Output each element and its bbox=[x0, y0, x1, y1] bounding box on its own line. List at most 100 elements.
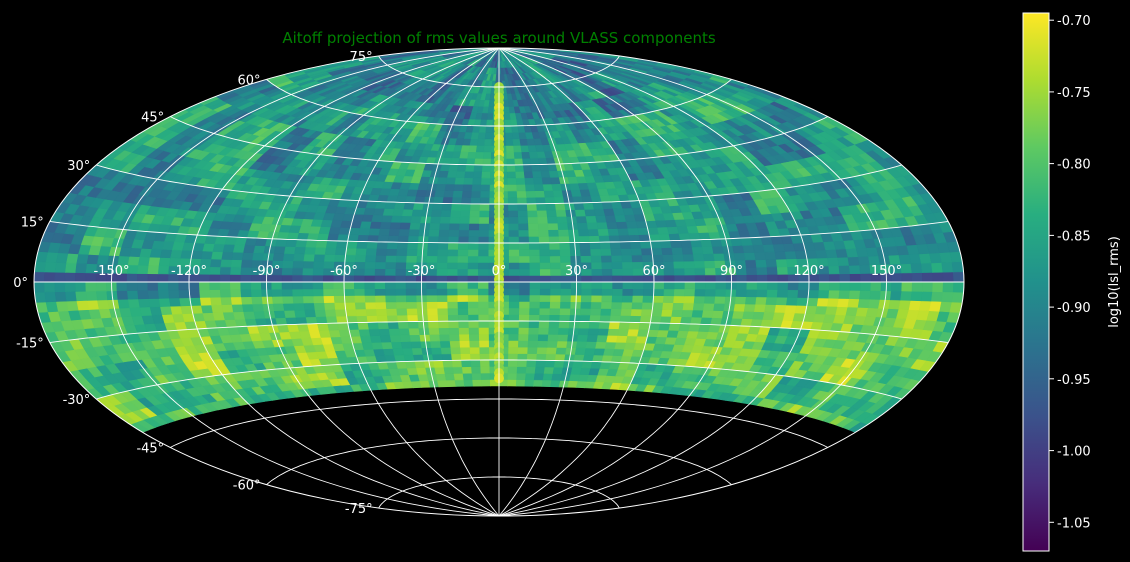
rms-cell bbox=[371, 341, 384, 350]
rms-cell bbox=[377, 234, 390, 243]
rms-cell bbox=[354, 288, 366, 296]
rms-cell bbox=[486, 119, 494, 127]
lon-tick-label: 150° bbox=[871, 264, 902, 279]
rms-cell bbox=[774, 304, 787, 313]
rms-cell bbox=[157, 281, 169, 291]
rms-cell bbox=[612, 274, 624, 283]
rms-cell bbox=[275, 317, 288, 326]
rms-cell bbox=[438, 229, 450, 237]
rms-cell bbox=[516, 372, 527, 381]
rms-cell bbox=[95, 281, 108, 292]
rms-cell bbox=[458, 157, 468, 166]
rms-cell bbox=[436, 275, 448, 283]
rms-cell bbox=[618, 321, 631, 330]
rms-cell bbox=[470, 203, 481, 211]
rms-cell bbox=[478, 242, 490, 250]
rms-cell bbox=[445, 176, 457, 185]
rms-cell bbox=[360, 220, 373, 229]
rms-cell bbox=[410, 340, 423, 349]
rms-cell bbox=[365, 254, 377, 263]
rms-cell bbox=[932, 281, 944, 293]
rms-cell bbox=[485, 125, 494, 133]
rms-cell bbox=[607, 328, 620, 336]
rms-cell bbox=[337, 233, 350, 242]
rms-cell bbox=[673, 295, 685, 304]
rms-cell bbox=[609, 314, 622, 323]
rms-cell bbox=[346, 240, 359, 249]
rms-cell bbox=[34, 291, 47, 303]
rms-cell bbox=[694, 288, 706, 297]
rms-cell bbox=[777, 273, 789, 283]
rms-cell bbox=[527, 340, 539, 348]
rms-cell bbox=[573, 202, 586, 210]
rms-cell bbox=[158, 297, 171, 307]
rms-cell bbox=[405, 281, 417, 289]
rms-cell bbox=[682, 253, 695, 262]
rms-cell bbox=[395, 268, 407, 276]
rms-cell bbox=[572, 360, 584, 369]
rms-cell bbox=[462, 372, 473, 381]
rms-cell bbox=[86, 254, 100, 265]
rms-cell bbox=[849, 273, 862, 283]
rms-cell bbox=[591, 268, 603, 276]
rms-cell bbox=[529, 249, 541, 257]
rms-cell bbox=[539, 248, 551, 257]
rms-cell bbox=[796, 297, 809, 306]
rms-cell bbox=[325, 315, 338, 324]
rms-cell bbox=[525, 183, 536, 192]
rms-cell bbox=[324, 254, 336, 262]
rms-cell bbox=[591, 275, 603, 283]
rms-cell bbox=[516, 190, 527, 198]
rms-cell bbox=[439, 340, 452, 348]
rms-cell bbox=[733, 303, 746, 312]
rms-cell bbox=[587, 327, 600, 336]
rms-cell bbox=[281, 274, 293, 283]
rms-cell bbox=[700, 239, 713, 248]
rms-cell bbox=[427, 242, 439, 250]
rms-cell bbox=[126, 281, 138, 291]
rms-cell bbox=[457, 268, 469, 276]
rms-cell bbox=[621, 301, 633, 310]
rms-cell bbox=[74, 281, 87, 292]
rms-cell bbox=[776, 266, 789, 275]
rms-cell bbox=[531, 164, 542, 172]
rms-cell bbox=[438, 235, 450, 244]
rms-cell bbox=[460, 353, 472, 361]
rms-cell bbox=[437, 242, 449, 250]
rms-cell bbox=[518, 249, 531, 257]
rms-cell bbox=[560, 255, 572, 263]
rms-cell bbox=[506, 158, 516, 166]
rms-cell bbox=[642, 295, 654, 303]
rms-cell bbox=[539, 242, 551, 250]
rms-cell bbox=[385, 301, 398, 309]
rms-cell bbox=[376, 241, 389, 250]
rms-cell bbox=[643, 281, 655, 290]
rms-cell bbox=[452, 190, 464, 198]
rms-cell bbox=[610, 248, 623, 256]
rms-cell bbox=[368, 227, 381, 236]
rms-cell bbox=[271, 288, 283, 297]
rms-cell bbox=[627, 328, 640, 337]
rms-cell bbox=[622, 288, 634, 296]
rms-cell bbox=[138, 256, 151, 266]
rms-cell bbox=[385, 294, 397, 303]
rms-cell bbox=[475, 151, 485, 159]
rms-cell bbox=[694, 274, 707, 283]
rms-cell bbox=[408, 327, 421, 336]
rms-cell bbox=[508, 255, 520, 263]
rms-cell bbox=[638, 234, 651, 242]
rms-cell bbox=[555, 347, 567, 355]
rms-cell bbox=[479, 353, 490, 361]
rms-cell bbox=[303, 253, 316, 262]
rms-cell bbox=[539, 275, 552, 283]
rms-cell bbox=[507, 197, 519, 205]
rms-cell bbox=[241, 296, 253, 305]
rms-cell bbox=[529, 288, 541, 296]
rms-cell bbox=[470, 353, 481, 361]
rms-cell bbox=[476, 138, 486, 146]
rms-cell bbox=[312, 281, 324, 290]
rms-cell bbox=[468, 236, 480, 244]
rms-cell bbox=[847, 256, 860, 266]
rms-cell bbox=[313, 260, 325, 269]
rms-cell bbox=[389, 221, 402, 230]
